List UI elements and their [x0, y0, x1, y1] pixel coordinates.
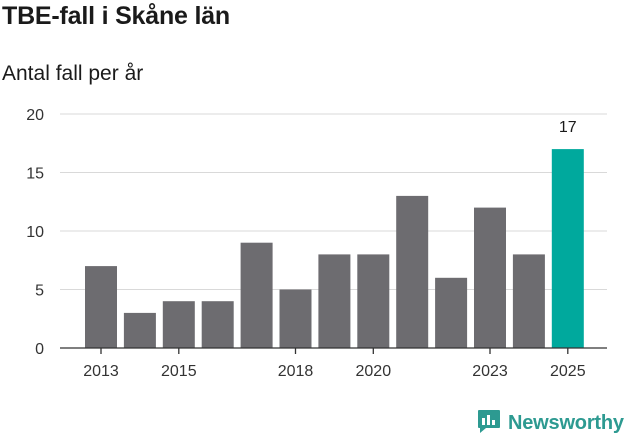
bar-2023 [474, 207, 506, 348]
brand-logo: Newsworthy [476, 408, 624, 439]
bar-2014 [123, 312, 156, 348]
y-tick-label: 5 [35, 283, 44, 300]
x-tick-label: 2013 [83, 363, 119, 380]
x-tick-label: 2018 [278, 363, 314, 380]
bar-2016 [201, 301, 234, 348]
bar-2022 [435, 277, 468, 348]
x-tick-label: 2025 [550, 363, 586, 380]
bar-2019 [318, 254, 351, 348]
bar-2017 [240, 242, 273, 348]
bar-2018 [279, 289, 312, 348]
chart-subtitle: Antal fall per år [2, 62, 144, 85]
bar-2021 [396, 195, 429, 348]
bar-2025 [551, 149, 584, 348]
newsworthy-logo-icon [476, 408, 502, 439]
y-tick-label: 0 [35, 341, 44, 358]
chart-title: TBE-fall i Skåne län [2, 2, 231, 30]
x-tick-label: 2023 [472, 363, 508, 380]
data-label: 17 [559, 119, 577, 136]
bar-2013 [85, 266, 117, 348]
x-tick-label: 2015 [161, 363, 197, 380]
y-tick-label: 15 [26, 166, 44, 183]
bar-2020 [357, 254, 390, 348]
bar-2015 [162, 301, 195, 348]
y-tick-label: 10 [26, 224, 44, 241]
brand-name: Newsworthy [508, 412, 624, 434]
y-tick-label: 20 [26, 107, 44, 124]
bar-2024 [512, 254, 545, 348]
x-tick-label: 2020 [356, 363, 392, 380]
